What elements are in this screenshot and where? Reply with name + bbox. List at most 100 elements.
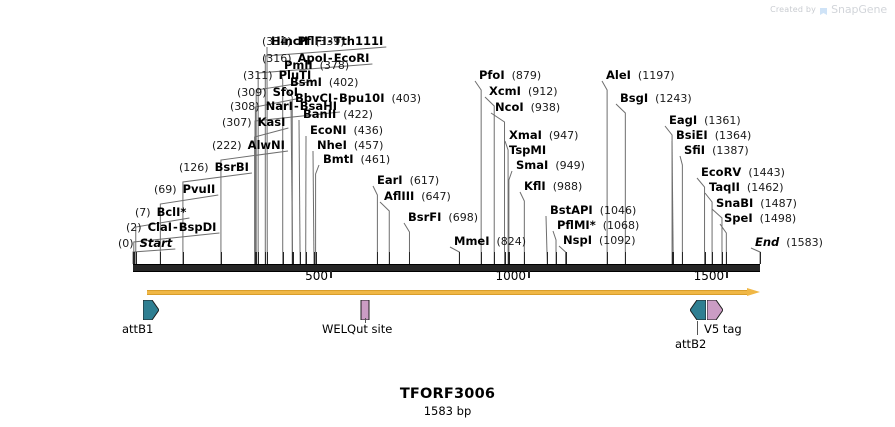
enzyme-label[interactable]: BbvCI - Bpu10I (403) <box>295 92 421 105</box>
cut-site-tick <box>547 252 548 264</box>
cut-site-tick <box>160 252 161 264</box>
enzyme-label[interactable]: NspI (1092) <box>563 234 636 247</box>
enzyme-label[interactable]: SnaBI (1487) <box>716 197 797 210</box>
orf-arrow[interactable] <box>147 288 760 297</box>
map-title: TFORF3006 <box>399 386 496 402</box>
enzyme-label[interactable]: PmlI (378) <box>284 59 349 72</box>
feature-label: V5 tag <box>704 322 742 336</box>
watermark-brand-text: SnapGene <box>831 3 887 16</box>
enzyme-label[interactable]: NcoI (938) <box>495 101 560 114</box>
enzyme-label[interactable]: End (1583) <box>755 236 823 249</box>
enzyme-name: NspI <box>563 233 592 247</box>
enzyme-label[interactable]: (7) BclI * <box>135 206 186 219</box>
enzyme-name: TaqII <box>709 180 740 194</box>
feature-label: WELQut site <box>322 322 393 336</box>
enzyme-position: (1462) <box>746 181 784 194</box>
orf-arrow-head <box>747 288 760 296</box>
enzyme-leader-line <box>285 87 293 264</box>
enzyme-leader-line <box>312 150 315 265</box>
enzyme-label[interactable]: MmeI (824) <box>454 235 526 248</box>
enzyme-label[interactable]: XmaI (947) <box>509 129 578 142</box>
cut-site-tick <box>292 252 293 264</box>
enzyme-name-separator: - <box>173 220 178 234</box>
feature-attb2[interactable] <box>690 300 706 324</box>
enzyme-name: PfoI <box>479 68 505 82</box>
enzyme-label[interactable]: (316) ApoI - EcoRI <box>262 52 369 65</box>
enzyme-label[interactable]: EarI (617) <box>377 174 439 187</box>
enzyme-name: NcoI <box>495 100 524 114</box>
enzyme-label[interactable]: TspMI <box>509 144 546 157</box>
enzyme-label[interactable]: TaqII (1462) <box>709 181 784 194</box>
enzyme-leader-line <box>508 170 513 264</box>
cut-site-tick <box>672 252 673 264</box>
enzyme-label[interactable]: SfiI (1387) <box>684 144 749 157</box>
enzyme-position: (69) <box>154 183 177 196</box>
enzyme-label[interactable]: (334) PflFI - Tth111I <box>262 35 383 48</box>
enzyme-label[interactable]: NheI (457) <box>317 139 383 152</box>
cut-site-tick <box>566 252 567 264</box>
enzyme-name: PflFI <box>297 34 327 48</box>
enzyme-label[interactable]: (69) PvuII <box>154 183 215 196</box>
enzyme-name: AlwNI <box>247 138 285 152</box>
enzyme-label[interactable]: AleI (1197) <box>606 69 675 82</box>
enzyme-name: AleI <box>606 68 631 82</box>
enzyme-label[interactable]: XcmI (912) <box>489 85 558 98</box>
enzyme-label[interactable]: BsrFI (698) <box>408 211 478 224</box>
enzyme-label[interactable]: EcoRV (1443) <box>701 166 785 179</box>
enzyme-label[interactable]: AflIII (647) <box>384 190 451 203</box>
enzyme-label[interactable]: (222) AlwNI <box>212 139 285 152</box>
enzyme-label[interactable]: BanII (422) <box>303 108 373 121</box>
enzyme-name: AflIII <box>384 189 415 203</box>
cut-site-tick <box>481 252 482 264</box>
enzyme-label[interactable]: BstAPI (1046) <box>550 204 636 217</box>
enzyme-name-separator: - <box>293 99 299 113</box>
enzyme-leader-line <box>558 245 567 264</box>
enzyme-label[interactable]: EcoNI (436) <box>310 124 383 137</box>
enzyme-leader-line <box>704 192 713 264</box>
enzyme-label[interactable]: BsgI (1243) <box>620 92 692 105</box>
enzyme-position: (1361) <box>704 114 741 127</box>
feature-glyph <box>707 300 723 320</box>
enzyme-label[interactable]: SpeI (1498) <box>724 212 796 225</box>
ruler-tick-mark <box>528 270 531 278</box>
enzyme-name: EagI <box>669 113 698 127</box>
enzyme-label[interactable]: HincII (339) <box>271 35 345 48</box>
enzyme-label[interactable]: EagI (1361) <box>669 114 741 127</box>
enzyme-label[interactable]: PfoI (879) <box>479 69 541 82</box>
enzyme-label[interactable]: (308) NarI - BsaHI <box>230 100 337 113</box>
feature-v5-tag[interactable] <box>707 300 723 324</box>
enzyme-label[interactable]: (126) BsrBI <box>179 161 249 174</box>
enzyme-name: XcmI <box>489 84 521 98</box>
enzyme-position: (402) <box>328 76 359 89</box>
feature-glyph <box>143 300 159 320</box>
feature-welqut-site[interactable] <box>358 300 374 324</box>
cut-site-tick <box>409 252 410 264</box>
watermark-created-by-text: Created by <box>770 5 817 14</box>
enzyme-label[interactable]: SmaI (949) <box>516 159 585 172</box>
enzyme-label[interactable]: (2) ClaI - BspDI <box>126 221 216 234</box>
cut-site-tick <box>136 252 137 264</box>
enzyme-label[interactable]: (311) PluTI <box>243 69 311 82</box>
enzyme-label[interactable]: PflMI * (1068) <box>557 219 639 232</box>
enzyme-position: (309) <box>237 86 267 99</box>
enzyme-name: HincII <box>271 34 309 48</box>
enzyme-position: (1443) <box>748 166 785 179</box>
feature-arrow-icon <box>707 300 723 320</box>
feature-attb1[interactable] <box>143 300 159 324</box>
enzyme-name: ClaI <box>147 220 173 234</box>
enzyme-name: BclI <box>156 205 181 219</box>
enzyme-name: BspDI <box>178 220 217 234</box>
cut-site-tick <box>255 252 256 264</box>
cut-site-tick <box>607 252 608 264</box>
enzyme-label[interactable]: (307) KasI <box>222 116 285 129</box>
enzyme-name: PflMI <box>557 218 590 232</box>
enzyme-label[interactable]: BmtI (461) <box>323 153 390 166</box>
enzyme-label[interactable]: (0) Start <box>118 237 172 250</box>
enzyme-label[interactable]: (309) SfoI <box>237 86 298 99</box>
enzyme-label[interactable]: BsmI (402) <box>290 76 358 89</box>
enzyme-position: (949) <box>555 159 585 172</box>
enzyme-leader-line <box>696 177 706 264</box>
enzyme-label[interactable]: BsiEI (1364) <box>676 129 751 142</box>
enzyme-label[interactable]: KflI (988) <box>524 180 582 193</box>
